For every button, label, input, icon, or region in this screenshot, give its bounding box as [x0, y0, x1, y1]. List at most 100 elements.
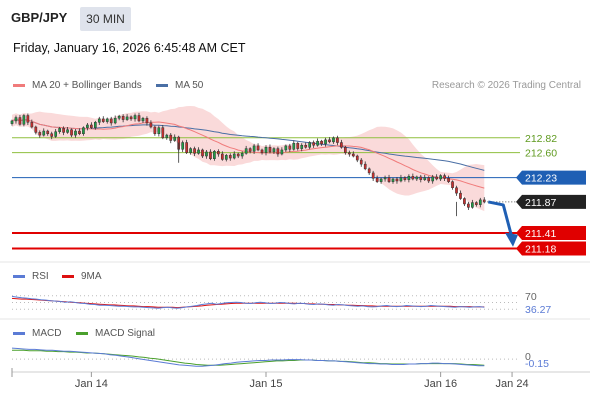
- candle-body: [328, 139, 331, 143]
- candle-body: [149, 122, 153, 128]
- candle-body: [169, 134, 173, 141]
- candle-body: [324, 139, 327, 145]
- candle-body: [224, 155, 228, 160]
- candle-body: [248, 148, 252, 152]
- candle: [427, 176, 431, 184]
- candle-body: [97, 118, 101, 123]
- x-tick-label: Jan 14: [75, 378, 108, 390]
- legend-9ma: 9MA: [62, 271, 102, 282]
- candle-body: [125, 116, 129, 120]
- candle: [58, 127, 61, 134]
- candle: [232, 151, 236, 160]
- candle-body: [308, 142, 311, 148]
- candle: [443, 173, 446, 181]
- legend-ma50: MA 50: [156, 80, 203, 91]
- candle-body: [205, 151, 208, 157]
- candle-body: [101, 118, 105, 122]
- candle: [149, 120, 153, 129]
- candle: [46, 129, 50, 136]
- candle: [157, 125, 161, 137]
- candle-body: [133, 115, 137, 120]
- support-tag-2-bg: [516, 241, 586, 256]
- candle: [363, 161, 367, 171]
- candle: [304, 142, 308, 149]
- candle-body: [471, 202, 474, 208]
- candle-body: [86, 124, 89, 128]
- candle-body: [332, 137, 335, 143]
- candle: [181, 140, 184, 152]
- candle: [201, 148, 204, 159]
- candle: [419, 174, 423, 183]
- candle-body: [351, 153, 355, 157]
- candle: [54, 129, 57, 138]
- candle-body: [213, 151, 216, 159]
- candle-body: [419, 176, 423, 180]
- candle: [344, 145, 347, 155]
- candle: [351, 151, 355, 158]
- last-price-tag-bg: [516, 194, 586, 209]
- candle-body: [201, 149, 204, 157]
- legend-swatch-ma20: [13, 84, 25, 87]
- ma20-line: [11, 118, 485, 189]
- candle-body: [268, 147, 272, 153]
- candle-body: [217, 151, 220, 155]
- candle: [268, 144, 272, 154]
- candle-body: [121, 115, 125, 120]
- candle: [189, 147, 192, 155]
- candle: [169, 133, 173, 144]
- candle-body: [193, 148, 196, 154]
- legend-rsi: RSI: [13, 271, 49, 282]
- candle: [22, 114, 26, 127]
- x-tick-label: Jan 16: [424, 378, 457, 390]
- candle: [276, 146, 280, 157]
- candle-body: [58, 128, 61, 132]
- candle: [105, 117, 109, 124]
- candle-body: [288, 145, 292, 150]
- projection-arrow: [487, 200, 514, 239]
- candle: [133, 113, 137, 122]
- candle: [478, 197, 482, 208]
- legend-ma20-bollinger: MA 20 + Bollinger Bands: [13, 80, 142, 91]
- candle-body: [90, 124, 93, 128]
- candle: [70, 128, 73, 138]
- macd-value-label: -0.15: [525, 358, 549, 370]
- candle: [264, 145, 268, 156]
- candle-body: [185, 142, 188, 153]
- candle-body: [407, 176, 411, 180]
- candle-body: [264, 147, 268, 153]
- x-tick-label: Jan 15: [249, 378, 282, 390]
- candle: [312, 140, 315, 148]
- candle-body: [42, 130, 46, 136]
- timeframe-button[interactable]: 30 MIN: [80, 7, 131, 31]
- candle: [359, 158, 363, 167]
- candle-body: [157, 127, 161, 135]
- candle: [185, 139, 188, 154]
- candle-body: [173, 136, 177, 141]
- candle-body: [18, 117, 22, 125]
- candle: [431, 174, 435, 184]
- candle: [62, 126, 65, 136]
- candle: [292, 140, 296, 151]
- candle-body: [145, 117, 149, 124]
- candle: [459, 190, 462, 200]
- candle: [42, 128, 46, 137]
- last-price-tag-text: 211.87: [525, 197, 556, 209]
- pivot-tag-bg: [516, 170, 586, 185]
- bollinger-band: [12, 106, 485, 212]
- candle: [153, 125, 157, 136]
- candle: [260, 148, 264, 155]
- candle: [280, 147, 284, 156]
- legend-label-9ma: 9MA: [81, 271, 102, 282]
- candle-body: [181, 142, 184, 150]
- candle-body: [284, 145, 288, 151]
- symbol-title: GBP/JPY: [11, 10, 68, 25]
- candle: [371, 170, 375, 181]
- candle-body: [22, 115, 26, 125]
- candle-body: [209, 151, 212, 159]
- candle-body: [447, 178, 450, 182]
- legend-swatch-ma50: [156, 84, 168, 87]
- candle-body: [300, 144, 304, 149]
- candle-body: [359, 159, 363, 165]
- candle: [348, 150, 351, 157]
